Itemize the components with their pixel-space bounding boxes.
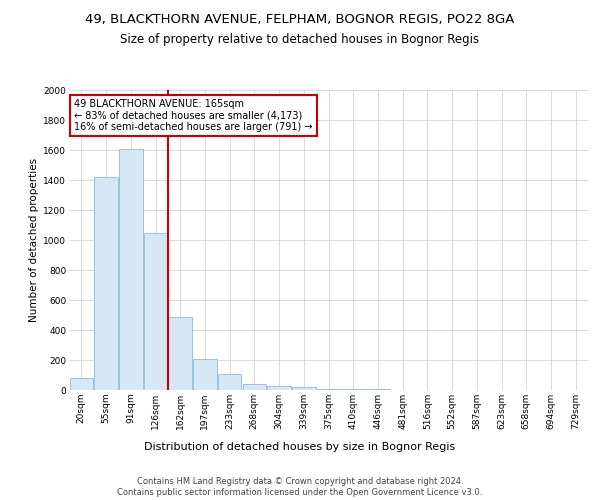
Text: Contains HM Land Registry data © Crown copyright and database right 2024.
Contai: Contains HM Land Registry data © Crown c… [118,478,482,497]
Bar [119,148,143,390]
Bar [144,232,167,390]
Bar [268,386,291,390]
Bar [193,359,217,390]
Bar [70,378,93,390]
Text: Distribution of detached houses by size in Bognor Regis: Distribution of detached houses by size … [145,442,455,452]
Bar [341,389,365,390]
Bar [242,384,266,390]
Text: Size of property relative to detached houses in Bognor Regis: Size of property relative to detached ho… [121,32,479,46]
Y-axis label: Number of detached properties: Number of detached properties [29,158,39,322]
Text: 49 BLACKTHORN AVENUE: 165sqm
← 83% of detached houses are smaller (4,173)
16% of: 49 BLACKTHORN AVENUE: 165sqm ← 83% of de… [74,99,313,132]
Bar [169,316,192,390]
Bar [292,388,316,390]
Bar [94,177,118,390]
Text: 49, BLACKTHORN AVENUE, FELPHAM, BOGNOR REGIS, PO22 8GA: 49, BLACKTHORN AVENUE, FELPHAM, BOGNOR R… [85,12,515,26]
Bar [317,388,340,390]
Bar [218,374,241,390]
